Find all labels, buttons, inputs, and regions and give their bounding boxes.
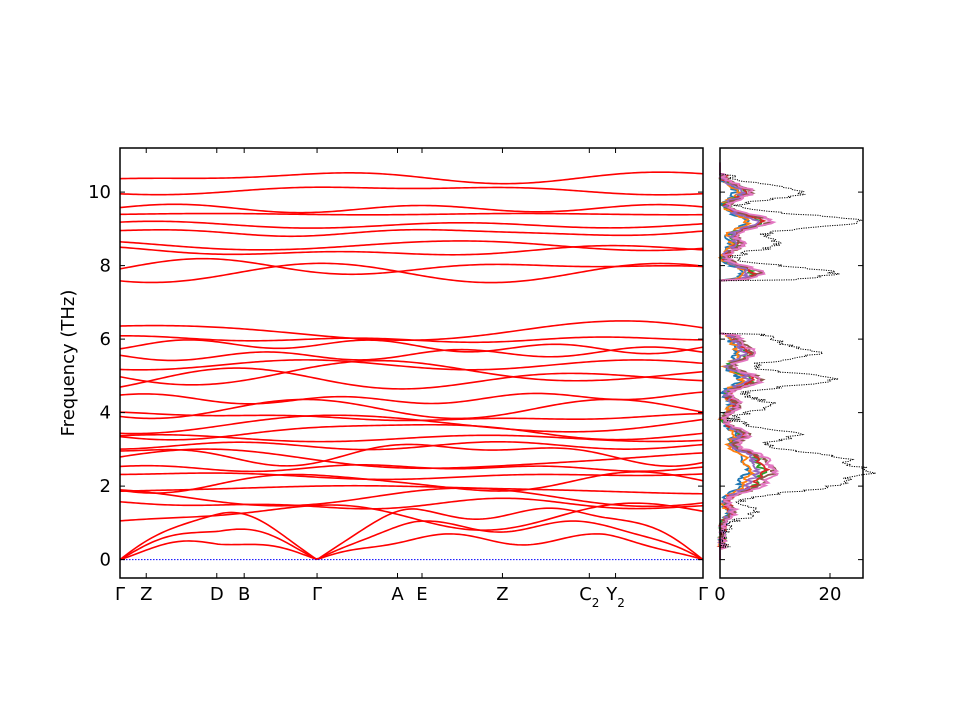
y-tick-label: 2 (100, 476, 111, 497)
optical-branch (119, 367, 704, 390)
optical-branch (119, 487, 704, 508)
x-tick-label: C2 (579, 584, 599, 610)
optical-branch (119, 212, 704, 216)
optical-branch (119, 484, 704, 495)
acoustic-branch (119, 533, 704, 561)
optical-branch (119, 171, 704, 185)
partial-dos-line (716, 162, 761, 560)
y-tick-label: 4 (100, 403, 111, 424)
y-tick-label: 0 (100, 550, 111, 571)
optical-branch (119, 244, 704, 256)
x-tick-label: E (416, 584, 427, 605)
y-axis-label: Frequency (THz) (58, 290, 79, 437)
dos-panel-frame (719, 147, 864, 579)
y-tick-label: 6 (100, 329, 111, 350)
optical-branch (119, 440, 704, 451)
x-tick-label-subscript: 2 (617, 596, 625, 610)
optical-branch (119, 411, 704, 422)
x-tick-label: B (238, 584, 250, 605)
x-tick-label-subscript: 2 (592, 596, 600, 610)
optical-branch (119, 320, 704, 342)
optical-branch (119, 203, 704, 214)
band-lines (119, 171, 704, 561)
optical-branch (119, 359, 704, 386)
optical-branch (119, 448, 704, 470)
optical-branch (119, 443, 704, 467)
optical-branch (119, 262, 704, 284)
total-dos-line (718, 162, 876, 560)
optical-branch (119, 220, 704, 229)
optical-branch (119, 359, 704, 371)
dos-x-tick-label: 0 (714, 584, 725, 605)
x-tick-label: D (210, 584, 224, 605)
optical-branch (119, 257, 704, 276)
x-tick-label: A (391, 584, 404, 605)
band-panel-frame (119, 147, 704, 579)
x-tick-label: Γ (115, 584, 125, 605)
optical-branch (119, 464, 704, 473)
x-tick-label: Z (496, 584, 508, 605)
optical-branch (119, 502, 704, 531)
dos-axes: 0 20 (714, 147, 864, 605)
optical-branch (119, 186, 704, 196)
y-tick-label: 10 (88, 182, 111, 203)
dos-lines (716, 162, 876, 560)
partial-dos-line (717, 162, 780, 560)
optical-branch (119, 346, 704, 362)
dos-panel: 0 20 (714, 147, 876, 605)
optical-branch (119, 423, 704, 441)
acoustic-branch (119, 520, 704, 561)
optical-branch (119, 228, 704, 238)
optical-branch (119, 339, 704, 355)
optical-branch (119, 472, 704, 481)
x-tick-label: Γ (312, 584, 322, 605)
dos-x-tick-label: 20 (819, 584, 842, 605)
y-tick-label: 8 (100, 256, 111, 277)
x-tick-label: Z (140, 584, 152, 605)
optical-branch (119, 240, 704, 252)
x-tick-label: Γ (698, 584, 708, 605)
optical-branch (119, 497, 704, 510)
optical-branch (119, 391, 704, 405)
acoustic-branch (119, 507, 704, 561)
x-tick-label: Y2 (605, 584, 625, 610)
optical-branch (119, 414, 704, 435)
